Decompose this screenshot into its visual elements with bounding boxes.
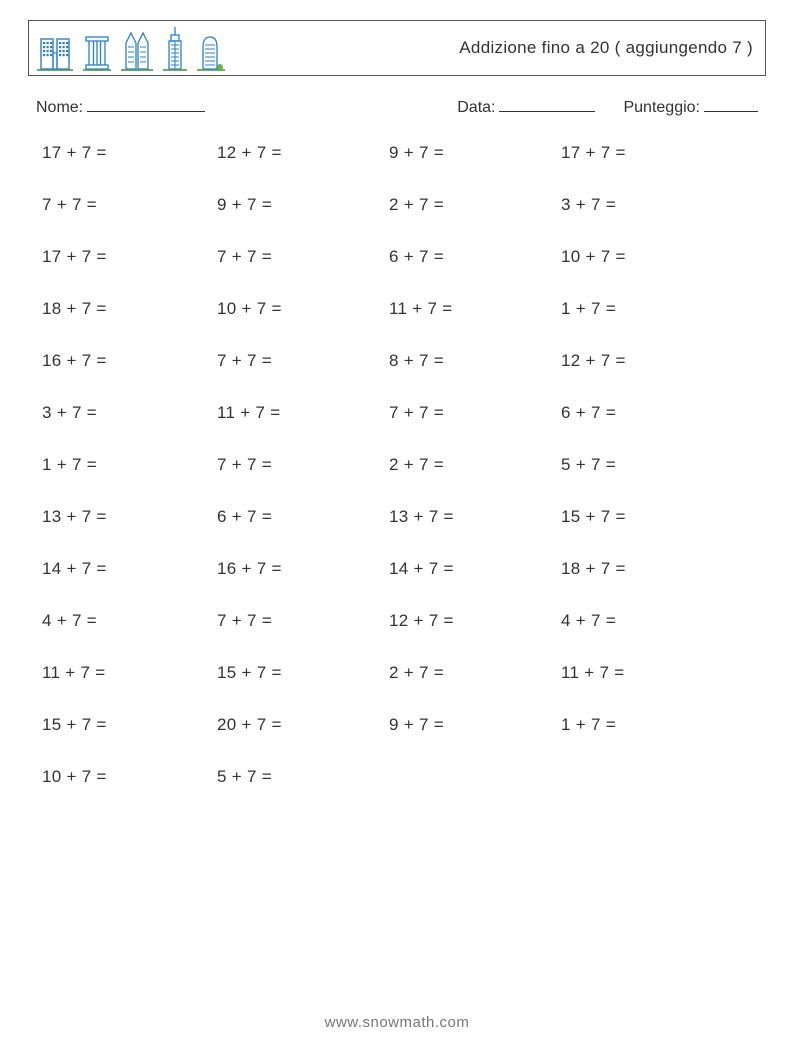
problem-cell: 3 + 7 = [42,403,217,423]
problem-cell: 5 + 7 = [217,767,389,787]
problem-cell: 7 + 7 = [217,247,389,267]
problem-row: 17 + 7 =12 + 7 =9 + 7 =17 + 7 = [42,143,752,163]
problem-cell: 7 + 7 = [389,403,561,423]
problem-cell: 15 + 7 = [217,663,389,683]
problem-cell: 17 + 7 = [561,143,733,163]
problem-cell: 1 + 7 = [561,299,733,319]
problem-cell [389,767,561,787]
problem-cell: 18 + 7 = [42,299,217,319]
footer-url: www.snowmath.com [0,1014,794,1031]
problem-cell [561,767,733,787]
problem-cell: 11 + 7 = [42,663,217,683]
header-building-icons [37,21,225,75]
name-field: Nome: [36,98,205,117]
date-blank[interactable] [499,98,595,112]
problem-cell: 4 + 7 = [561,611,733,631]
problem-cell: 9 + 7 = [389,143,561,163]
problem-cell: 16 + 7 = [42,351,217,371]
worksheet-title: Addizione fino a 20 ( aggiungendo 7 ) [459,38,753,58]
problem-cell: 7 + 7 = [217,455,389,475]
score-field: Punteggio: [623,98,758,117]
name-label: Nome: [36,99,83,116]
problem-row: 13 + 7 =6 + 7 =13 + 7 =15 + 7 = [42,507,752,527]
problem-cell: 2 + 7 = [389,195,561,215]
problem-cell: 7 + 7 = [217,611,389,631]
problem-cell: 18 + 7 = [561,559,733,579]
score-label: Punteggio: [623,99,700,116]
problem-cell: 4 + 7 = [42,611,217,631]
problem-cell: 6 + 7 = [389,247,561,267]
problem-cell: 1 + 7 = [561,715,733,735]
problem-cell: 7 + 7 = [217,351,389,371]
problem-cell: 8 + 7 = [389,351,561,371]
problem-cell: 9 + 7 = [389,715,561,735]
problem-cell: 14 + 7 = [389,559,561,579]
problem-row: 10 + 7 =5 + 7 = [42,767,752,787]
problem-cell: 14 + 7 = [42,559,217,579]
problem-cell: 13 + 7 = [389,507,561,527]
building-icon [197,31,225,71]
problem-cell: 17 + 7 = [42,247,217,267]
problem-cell: 10 + 7 = [217,299,389,319]
problem-row: 16 + 7 =7 + 7 =8 + 7 =12 + 7 = [42,351,752,371]
problem-cell: 11 + 7 = [561,663,733,683]
problem-cell: 20 + 7 = [217,715,389,735]
info-row: Nome: Data: Punteggio: [36,98,758,117]
problem-row: 1 + 7 =7 + 7 =2 + 7 =5 + 7 = [42,455,752,475]
problem-cell: 12 + 7 = [561,351,733,371]
problem-row: 14 + 7 =16 + 7 =14 + 7 =18 + 7 = [42,559,752,579]
date-field: Data: [457,98,595,117]
worksheet-header: Addizione fino a 20 ( aggiungendo 7 ) [28,20,766,76]
building-icon [37,31,73,71]
problem-cell: 12 + 7 = [389,611,561,631]
problem-cell: 1 + 7 = [42,455,217,475]
problem-cell: 3 + 7 = [561,195,733,215]
problem-row: 15 + 7 =20 + 7 =9 + 7 =1 + 7 = [42,715,752,735]
problem-row: 17 + 7 =7 + 7 =6 + 7 =10 + 7 = [42,247,752,267]
problem-cell: 9 + 7 = [217,195,389,215]
problem-row: 4 + 7 =7 + 7 =12 + 7 =4 + 7 = [42,611,752,631]
problem-cell: 6 + 7 = [561,403,733,423]
problem-cell: 10 + 7 = [42,767,217,787]
problem-cell: 15 + 7 = [561,507,733,527]
problem-cell: 5 + 7 = [561,455,733,475]
problem-cell: 2 + 7 = [389,455,561,475]
date-label: Data: [457,99,495,116]
problem-cell: 11 + 7 = [217,403,389,423]
problem-cell: 15 + 7 = [42,715,217,735]
problem-cell: 10 + 7 = [561,247,733,267]
problem-row: 18 + 7 =10 + 7 =11 + 7 =1 + 7 = [42,299,752,319]
building-icon [83,31,111,71]
problem-row: 11 + 7 =15 + 7 =2 + 7 =11 + 7 = [42,663,752,683]
problem-cell: 11 + 7 = [389,299,561,319]
building-icon [163,27,187,71]
problem-row: 7 + 7 =9 + 7 =2 + 7 =3 + 7 = [42,195,752,215]
problem-grid: 17 + 7 =12 + 7 =9 + 7 =17 + 7 =7 + 7 =9 … [42,143,752,787]
problem-cell: 12 + 7 = [217,143,389,163]
problem-row: 3 + 7 =11 + 7 =7 + 7 =6 + 7 = [42,403,752,423]
building-icon [121,29,153,71]
name-blank[interactable] [87,98,205,112]
problem-cell: 17 + 7 = [42,143,217,163]
problem-cell: 7 + 7 = [42,195,217,215]
problem-cell: 2 + 7 = [389,663,561,683]
problem-cell: 13 + 7 = [42,507,217,527]
problem-cell: 6 + 7 = [217,507,389,527]
score-blank[interactable] [704,98,758,112]
problem-cell: 16 + 7 = [217,559,389,579]
